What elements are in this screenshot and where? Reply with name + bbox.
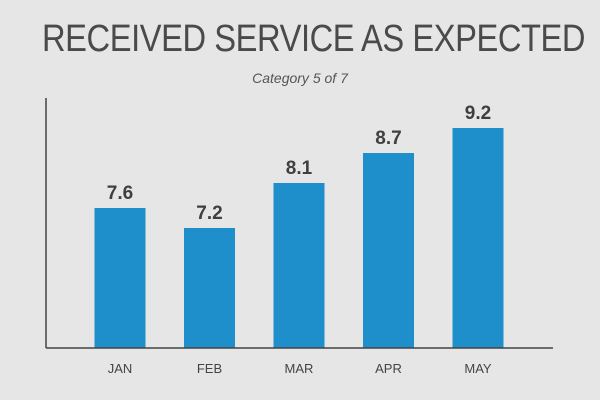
bar-apr — [363, 153, 414, 348]
chart-title: RECEIVED SERVICE AS EXPECTED — [42, 18, 586, 60]
data-label-apr: 8.7 — [375, 128, 401, 149]
chart-subtitle: Category 5 of 7 — [252, 70, 348, 86]
data-label-jan: 7.6 — [107, 183, 133, 204]
bar-feb — [184, 228, 235, 348]
data-label-feb: 7.2 — [196, 203, 222, 224]
bar-may — [452, 128, 504, 348]
x-tick-labels-group: JAN FEB MAR APR MAY — [108, 361, 492, 376]
x-tick-label-jan: JAN — [108, 361, 133, 376]
bar-mar — [273, 183, 325, 348]
data-label-mar: 8.1 — [286, 158, 313, 179]
bar-jan — [94, 208, 146, 348]
x-tick-label-may: MAY — [464, 361, 492, 376]
x-tick-label-mar: MAR — [285, 361, 314, 376]
data-labels-group: 7.6 7.2 8.1 8.7 9.2 — [107, 103, 491, 224]
x-tick-label-feb: FEB — [197, 361, 222, 376]
bars-group — [94, 128, 504, 348]
x-tick-label-apr: APR — [375, 361, 402, 376]
data-label-may: 9.2 — [465, 103, 491, 124]
